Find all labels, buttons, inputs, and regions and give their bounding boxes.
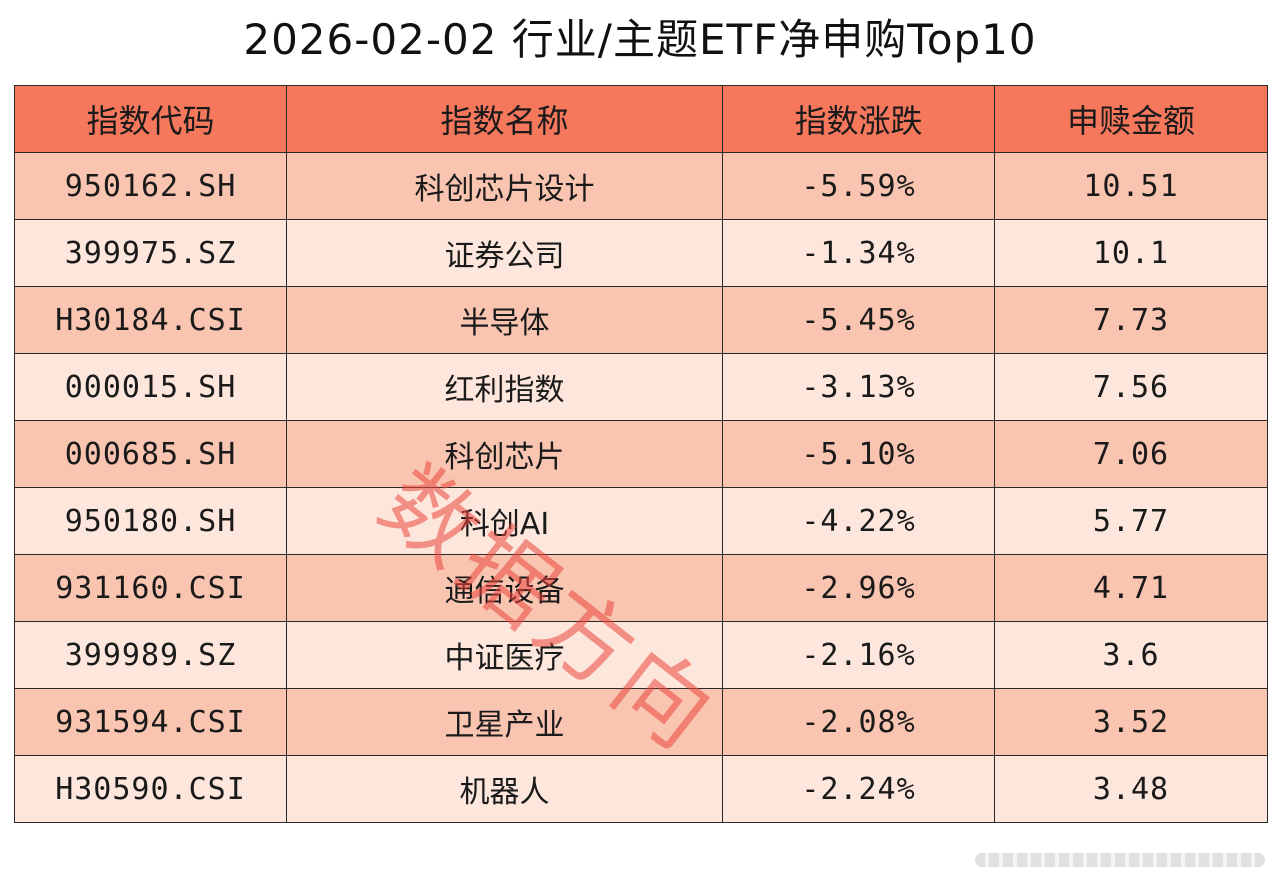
table-row: H30184.CSI 半导体 -5.45% 7.73 bbox=[14, 286, 1268, 354]
index-code-cell: 931594.CSI bbox=[14, 688, 287, 756]
index-code-cell: H30590.CSI bbox=[14, 755, 287, 823]
amount-cell: 3.52 bbox=[994, 688, 1268, 756]
column-header-code: 指数代码 bbox=[14, 85, 287, 153]
index-code-cell: 950180.SH bbox=[14, 487, 287, 555]
table-row: 950180.SH 科创AI -4.22% 5.77 bbox=[14, 487, 1268, 555]
table-row: 931594.CSI 卫星产业 -2.08% 3.52 bbox=[14, 688, 1268, 756]
amount-cell: 3.6 bbox=[994, 621, 1268, 689]
table-row: 399975.SZ 证券公司 -1.34% 10.1 bbox=[14, 219, 1268, 287]
index-code-cell: 399989.SZ bbox=[14, 621, 287, 689]
amount-cell: 7.73 bbox=[994, 286, 1268, 354]
index-change-cell: -5.10% bbox=[722, 420, 995, 488]
index-name-cell: 卫星产业 bbox=[286, 688, 723, 756]
index-change-cell: -5.45% bbox=[722, 286, 995, 354]
index-name-cell: 中证医疗 bbox=[286, 621, 723, 689]
index-name-cell: 通信设备 bbox=[286, 554, 723, 622]
index-change-cell: -2.96% bbox=[722, 554, 995, 622]
index-change-cell: -5.59% bbox=[722, 152, 995, 220]
index-code-cell: 399975.SZ bbox=[14, 219, 287, 287]
table-row: 000015.SH 红利指数 -3.13% 7.56 bbox=[14, 353, 1268, 421]
index-code-cell: 950162.SH bbox=[14, 152, 287, 220]
amount-cell: 5.77 bbox=[994, 487, 1268, 555]
etf-net-subscription-table: 指数代码 指数名称 指数涨跌 申赎金额 950162.SH 科创芯片设计 -5.… bbox=[14, 85, 1268, 823]
index-name-cell: 半导体 bbox=[286, 286, 723, 354]
index-name-cell: 机器人 bbox=[286, 755, 723, 823]
index-name-cell: 证券公司 bbox=[286, 219, 723, 287]
table-row: 399989.SZ 中证医疗 -2.16% 3.6 bbox=[14, 621, 1268, 689]
amount-cell: 7.06 bbox=[994, 420, 1268, 488]
table-row: 000685.SH 科创芯片 -5.10% 7.06 bbox=[14, 420, 1268, 488]
index-change-cell: -2.24% bbox=[722, 755, 995, 823]
column-header-change: 指数涨跌 bbox=[722, 85, 995, 153]
table-row: 950162.SH 科创芯片设计 -5.59% 10.51 bbox=[14, 152, 1268, 220]
index-name-cell: 科创AI bbox=[286, 487, 723, 555]
index-change-cell: -2.16% bbox=[722, 621, 995, 689]
amount-cell: 7.56 bbox=[994, 353, 1268, 421]
amount-cell: 10.1 bbox=[994, 219, 1268, 287]
index-change-cell: -3.13% bbox=[722, 353, 995, 421]
index-change-cell: -1.34% bbox=[722, 219, 995, 287]
index-code-cell: 931160.CSI bbox=[14, 554, 287, 622]
amount-cell: 10.51 bbox=[994, 152, 1268, 220]
index-change-cell: -4.22% bbox=[722, 487, 995, 555]
index-name-cell: 科创芯片设计 bbox=[286, 152, 723, 220]
table-header-row: 指数代码 指数名称 指数涨跌 申赎金额 bbox=[14, 85, 1268, 153]
index-change-cell: -2.08% bbox=[722, 688, 995, 756]
index-code-cell: 000015.SH bbox=[14, 353, 287, 421]
amount-cell: 4.71 bbox=[994, 554, 1268, 622]
page-title: 2026-02-02 行业/主题ETF净申购Top10 bbox=[243, 15, 1037, 64]
amount-cell: 3.48 bbox=[994, 755, 1268, 823]
footer-watermark-strip bbox=[975, 853, 1265, 867]
column-header-name: 指数名称 bbox=[286, 85, 723, 153]
index-code-cell: H30184.CSI bbox=[14, 286, 287, 354]
column-header-amount: 申赎金额 bbox=[994, 85, 1268, 153]
index-name-cell: 红利指数 bbox=[286, 353, 723, 421]
index-code-cell: 000685.SH bbox=[14, 420, 287, 488]
index-name-cell: 科创芯片 bbox=[286, 420, 723, 488]
table-row: 931160.CSI 通信设备 -2.96% 4.71 bbox=[14, 554, 1268, 622]
table-row: H30590.CSI 机器人 -2.24% 3.48 bbox=[14, 755, 1268, 823]
